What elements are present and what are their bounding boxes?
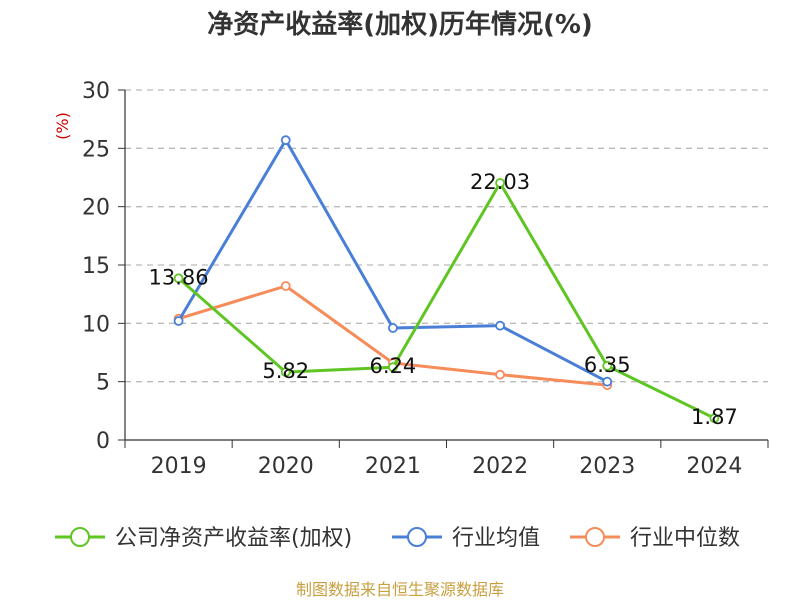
y-tick-label: 15 [82,254,110,279]
legend-label: 行业中位数 [630,526,740,551]
data-point [495,369,505,380]
data-label: 1.87 [691,405,738,429]
y-axis-unit-label: (%) [53,112,72,140]
y-tick-label: 0 [96,429,110,454]
legend-label: 行业均值 [452,526,540,551]
data-point [280,281,291,291]
data-point [495,178,505,188]
x-tick-label: 2022 [472,454,528,479]
y-tick-label: 5 [96,371,110,396]
data-point [173,316,184,326]
series-line [177,138,608,383]
legend-marker [70,527,90,547]
x-tick-label: 2024 [686,454,742,479]
data-point [602,376,613,387]
y-tick-label: 10 [82,312,110,337]
data-label: 6.35 [584,353,631,377]
chart-title: 净资产收益率(加权)历年情况(%) [207,9,593,40]
source-note: 制图数据来自恒生聚源数据库 [296,580,504,599]
legend-label: 公司净资产收益率(加权) [115,526,352,551]
y-tick-label: 30 [82,79,110,104]
x-tick-label: 2021 [365,454,421,479]
y-tick-label: 25 [82,137,110,162]
legend-marker [407,527,427,547]
data-point [602,361,613,371]
data-point [280,135,291,146]
data-label: 6.24 [370,354,417,378]
x-tick-label: 2023 [579,454,635,479]
data-point [173,273,184,284]
x-tick-label: 2019 [151,454,207,479]
data-point [280,367,291,378]
data-label: 5.82 [262,359,309,383]
legend-marker [585,527,605,547]
series-line [177,181,716,420]
data-label: 22.03 [470,170,530,194]
data-point [388,362,398,373]
data-point [709,413,720,424]
data-label: 13.86 [149,265,209,289]
x-tick-label: 2020 [258,454,314,479]
y-tick-label: 20 [82,196,110,221]
data-point [495,320,505,331]
data-point [388,323,398,333]
